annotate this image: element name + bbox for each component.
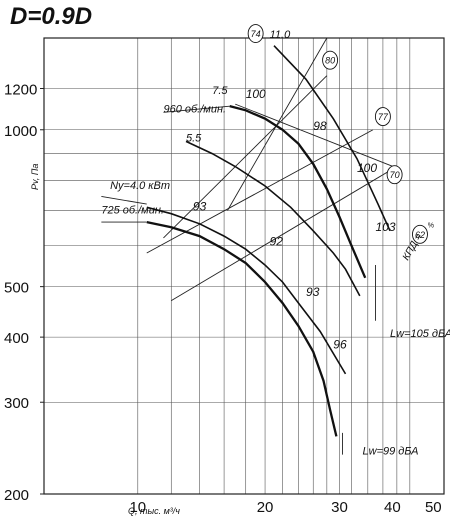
y-tick-label: 200	[4, 487, 29, 504]
curve-value-label: 98	[313, 119, 327, 133]
efficiency-ray	[146, 129, 374, 254]
y-tick-label: 1200	[4, 82, 37, 99]
y-tick-label: 300	[4, 395, 29, 412]
plot-frame	[43, 37, 445, 495]
performance-curve	[185, 140, 361, 297]
efficiency-value: 70	[390, 170, 400, 180]
efficiency-circle	[322, 50, 339, 70]
efficiency-ray	[171, 171, 388, 302]
x-tick-label: 50	[425, 499, 442, 516]
curve-value-label: 100	[246, 87, 266, 101]
performance-curve	[146, 220, 338, 437]
efficiency-ray	[235, 103, 394, 167]
power-label: 5.5	[186, 132, 202, 144]
performance-curve	[229, 104, 367, 279]
efficiency-value: 77	[378, 112, 389, 122]
chart-title: D=0.9D	[10, 3, 92, 30]
axis-ticks: 200 300 400 500 1000 1200 10 20 30 40 50	[4, 82, 442, 516]
chart-annotations: 100 98 100 103 93 92 93 96 11.0 7.5 5.5 Ny=4.0 кВт 9…	[101, 24, 450, 458]
y-tick-label: 1000	[4, 123, 37, 140]
grid	[44, 38, 444, 494]
x-tick-label: 40	[384, 499, 401, 516]
noise-level-label: Lw=105 дБА	[390, 328, 450, 340]
leader-960	[163, 105, 230, 113]
curve-value-label: 93	[193, 199, 207, 213]
leader-ny	[101, 195, 147, 205]
curve-value-label: 92	[270, 234, 284, 248]
performance-curve	[146, 206, 347, 375]
speed-label: 725 об./мин.	[101, 205, 164, 217]
x-tick-label: 30	[331, 499, 348, 516]
percent-sign: %	[428, 222, 434, 229]
curve-value-label: 93	[306, 285, 320, 299]
kpd-label: КПД =	[401, 232, 425, 263]
curve-value-label: 103	[376, 220, 396, 234]
y-axis-label: Pv, Па	[30, 164, 40, 190]
y-tick-label: 500	[4, 280, 29, 297]
performance-curves	[146, 45, 391, 437]
efficiency-value: 62	[415, 230, 425, 240]
noise-level-label: Lw=99 дБА	[362, 446, 418, 458]
efficiency-ray	[163, 75, 328, 239]
kpd-line-74	[227, 37, 328, 211]
efficiency-circle	[374, 107, 391, 127]
power-label: Ny=4.0 кВт	[110, 180, 170, 192]
efficiency-circle	[247, 24, 264, 43]
power-envelope-curve	[273, 45, 391, 232]
curve-value-label: 100	[357, 161, 377, 175]
efficiency-circle	[412, 224, 428, 244]
efficiency-value: 74	[251, 29, 261, 39]
speed-label: 960 об./мин.	[163, 103, 226, 115]
guide-lines	[101, 37, 394, 455]
power-label: 11.0	[270, 29, 291, 41]
x-tick-label: 20	[257, 499, 274, 516]
power-label: 7.5	[212, 85, 228, 97]
efficiency-value: 80	[325, 56, 335, 66]
efficiency-circle	[386, 165, 403, 185]
curve-value-label: 96	[333, 338, 347, 352]
x-axis-label: Q, тыс. м³/ч	[128, 506, 180, 516]
y-tick-label: 400	[4, 330, 29, 347]
x-tick-label: 10	[129, 499, 146, 516]
